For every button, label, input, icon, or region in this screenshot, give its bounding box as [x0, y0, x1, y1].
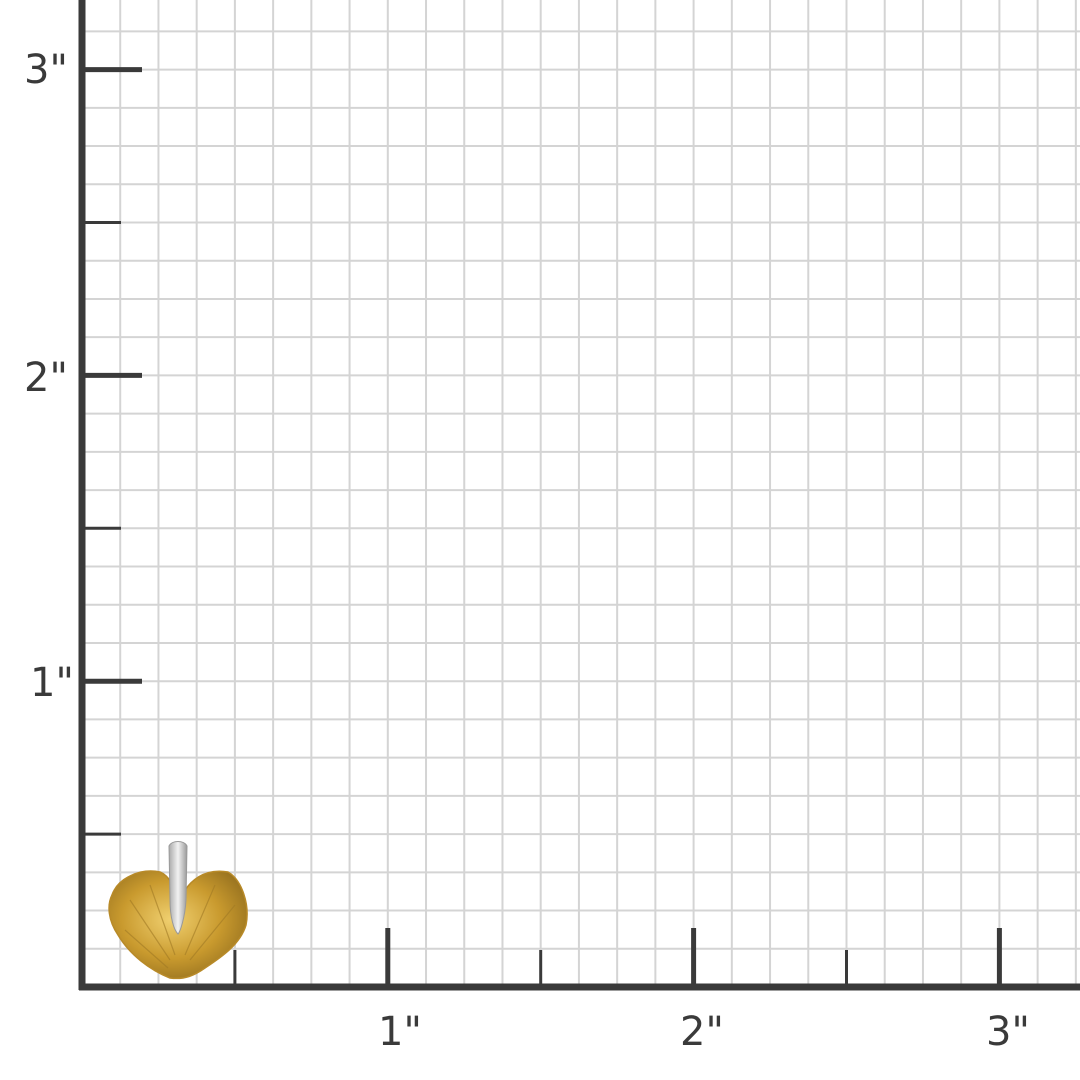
y-label-2: 2": [24, 355, 68, 401]
y-label-3: 3": [24, 47, 68, 93]
x-label-3: 3": [986, 1009, 1030, 1055]
y-label-1: 1": [30, 660, 74, 706]
x-label-2: 2": [680, 1009, 724, 1055]
gold-leaf-pendant-with-diamond-bail-icon: [108, 841, 248, 980]
x-label-1: 1": [378, 1009, 422, 1055]
